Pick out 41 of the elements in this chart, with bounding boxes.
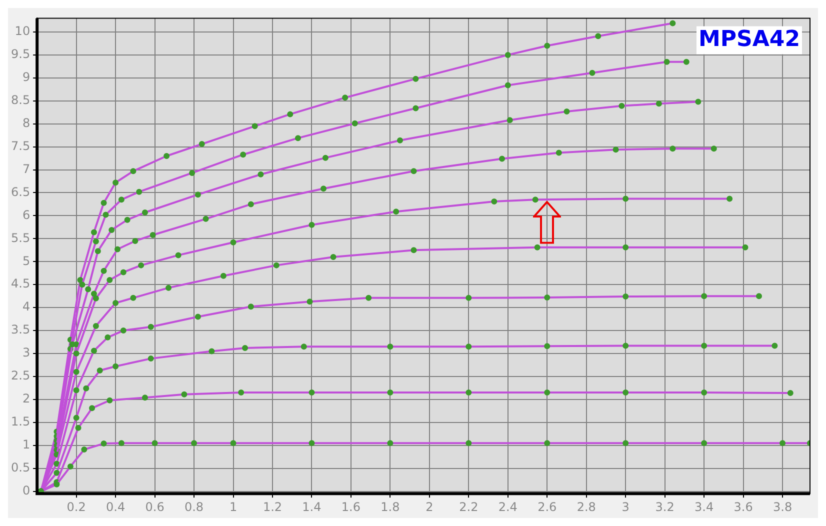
- x-tick-label: 3.4: [694, 500, 714, 514]
- x-tick-label: 2: [426, 500, 434, 514]
- y-tick-label: 6: [22, 208, 30, 222]
- y-tick-label: 0.5: [10, 460, 30, 474]
- annotation: MPSA42: [698, 26, 800, 52]
- y-tick-label: 4: [22, 300, 30, 314]
- y-tick-label: 8.5: [10, 93, 30, 108]
- x-tick-label: 3.2: [655, 500, 674, 514]
- x-tick-label: 2.8: [576, 500, 596, 514]
- y-tick-label: 9.5: [10, 47, 30, 62]
- x-tick-label: 3.6: [734, 500, 753, 514]
- x-tick-label: 1: [229, 500, 238, 514]
- y-tick-label: 2.5: [10, 368, 30, 383]
- y-tick-label: 5: [22, 254, 30, 268]
- y-tick-label: 9: [22, 70, 30, 84]
- y-tick-label: 2: [22, 392, 30, 406]
- y-tick-label: 0: [22, 483, 30, 498]
- y-tick-label: 8: [22, 116, 30, 130]
- x-tick-label: 2.6: [538, 500, 557, 514]
- y-tick-label: 5.5: [10, 230, 30, 245]
- y-tick-label: 1: [22, 437, 30, 452]
- y-tick-label: 4.5: [10, 276, 30, 291]
- x-tick-label: 0.2: [66, 500, 86, 514]
- x-tick-label: 1.2: [262, 500, 282, 514]
- x-tick-label: 0.8: [184, 500, 204, 514]
- x-tick-label: 2.4: [498, 500, 518, 514]
- y-tick-label: 3.5: [10, 322, 30, 337]
- x-tick-label: 3: [622, 500, 630, 514]
- y-tick-label: 1.5: [10, 414, 30, 429]
- y-tick-label: 7.5: [10, 138, 30, 153]
- x-tick-label: 1.8: [380, 500, 400, 514]
- x-tick-label: 2.2: [459, 500, 478, 514]
- x-tick-label: 1.6: [341, 500, 361, 514]
- y-tick-label: 3: [22, 346, 30, 360]
- x-tick-label: 0.4: [106, 500, 126, 514]
- y-tick-label: 10: [14, 24, 30, 38]
- x-tick-label: 0.6: [145, 500, 164, 514]
- y-tick-label: 7: [22, 162, 30, 176]
- x-tick-label: 3.8: [772, 500, 792, 514]
- x-tick-label: 1.4: [302, 500, 322, 514]
- y-tick-label: 6.5: [10, 184, 30, 199]
